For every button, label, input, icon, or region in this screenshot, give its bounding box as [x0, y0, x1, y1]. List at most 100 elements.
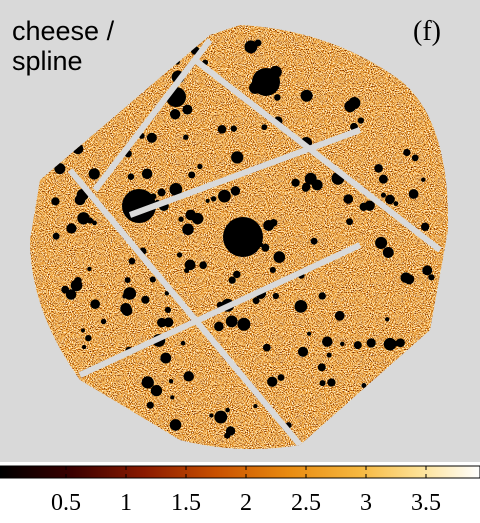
masked-source: [353, 341, 362, 350]
masked-source: [77, 212, 90, 225]
masked-source: [393, 201, 399, 207]
masked-source: [346, 218, 353, 226]
masked-source: [230, 186, 241, 196]
masked-source: [421, 177, 426, 182]
masked-source: [366, 338, 376, 348]
masked-source: [343, 194, 354, 204]
masked-source: [396, 338, 405, 348]
masked-source: [169, 419, 182, 431]
masked-source: [164, 306, 171, 313]
masked-source: [146, 132, 157, 143]
masked-source: [124, 277, 131, 284]
masked-source: [326, 352, 332, 358]
tick-label: 3: [360, 490, 372, 516]
masked-source: [150, 384, 163, 397]
masked-source: [163, 317, 174, 328]
masked-source: [385, 194, 395, 205]
masked-source: [244, 40, 258, 54]
masked-source: [375, 236, 388, 249]
masked-source: [230, 125, 237, 132]
masked-source: [384, 317, 390, 322]
masked-source: [141, 376, 154, 389]
masked-source: [310, 237, 318, 245]
masked-source: [357, 117, 365, 124]
masked-source: [261, 124, 268, 131]
masked-source: [275, 254, 283, 262]
masked-source: [302, 182, 311, 192]
masked-source: [123, 287, 137, 300]
masked-source: [65, 289, 77, 300]
masked-source: [128, 257, 136, 265]
masked-source: [382, 246, 394, 258]
tick-label: 1: [120, 490, 132, 516]
masked-source: [269, 219, 278, 227]
masked-source: [404, 274, 415, 285]
tick-label: 2.5: [291, 490, 321, 516]
masked-source: [322, 336, 333, 347]
tick-label: 2: [240, 490, 252, 516]
masked-source: [100, 318, 107, 325]
masked-sources: [51, 39, 435, 439]
masked-source: [268, 69, 279, 80]
masked-source: [277, 374, 285, 381]
masked-source: [197, 163, 203, 170]
tick-label: 1.5: [171, 490, 201, 516]
masked-source: [380, 192, 387, 198]
masked-source: [267, 376, 278, 387]
masked-source: [214, 410, 228, 424]
masked-source: [269, 266, 276, 273]
masked-source: [180, 340, 186, 346]
masked-source: [231, 151, 244, 164]
masked-source: [340, 341, 345, 347]
masked-source: [183, 371, 194, 382]
masked-source: [311, 179, 323, 191]
masked-source: [120, 303, 132, 315]
masked-source: [188, 171, 196, 179]
masked-source: [428, 274, 435, 281]
masked-source: [205, 198, 210, 203]
masked-source: [88, 168, 100, 180]
masked-source: [319, 380, 326, 387]
masked-source: [261, 243, 270, 252]
panel-tag: (f): [413, 16, 441, 47]
tick-label: 0.5: [51, 490, 81, 516]
masked-source: [361, 383, 367, 389]
chip-gaps: [67, 38, 442, 447]
masked-source: [157, 188, 166, 197]
masked-source: [150, 193, 157, 200]
masked-source: [378, 174, 388, 184]
masked-source: [252, 297, 260, 305]
masked-source: [228, 276, 236, 284]
masked-source: [92, 220, 97, 226]
masked-source: [300, 89, 313, 102]
masked-source: [294, 299, 308, 313]
masked-source: [199, 261, 207, 270]
label-line: cheese /: [12, 16, 115, 46]
masked-source: [422, 265, 433, 276]
masked-source: [182, 223, 194, 236]
masked-source: [214, 321, 224, 332]
masked-source: [209, 413, 214, 418]
masked-source: [51, 197, 60, 206]
masked-source: [164, 291, 170, 296]
masked-source: [182, 104, 193, 115]
masked-source: [127, 173, 135, 180]
masked-source: [291, 178, 300, 187]
masked-source: [297, 346, 309, 357]
masked-source: [141, 168, 153, 179]
masked-source: [334, 310, 345, 321]
masked-source: [178, 216, 184, 222]
masked-source: [87, 217, 94, 224]
masked-source: [225, 426, 236, 436]
masked-source: [85, 334, 92, 342]
masked-source: [66, 223, 77, 234]
masked-source: [157, 317, 167, 328]
masked-source: [184, 259, 196, 271]
masked-source: [149, 276, 156, 283]
masked-source: [274, 94, 281, 101]
masked-source: [317, 363, 326, 372]
label-line: spline: [12, 46, 83, 76]
masked-source: [411, 154, 419, 162]
masked-source: [217, 124, 227, 134]
